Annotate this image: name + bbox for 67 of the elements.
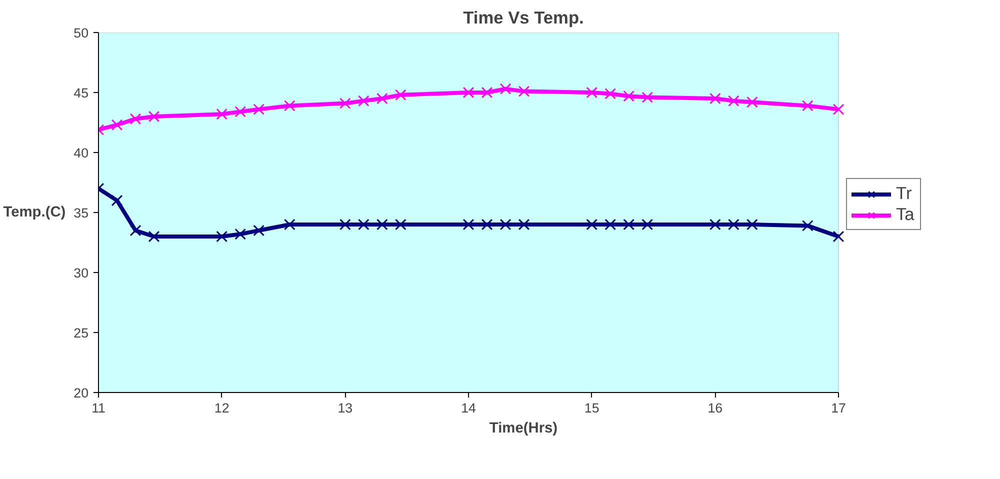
point [339, 218, 351, 230]
point [394, 89, 406, 101]
point [500, 83, 512, 95]
point [376, 92, 388, 104]
point [832, 230, 844, 242]
point [518, 218, 530, 230]
point [586, 218, 598, 230]
point [728, 95, 740, 107]
y-tick-label: 20 [74, 386, 89, 400]
point [623, 218, 635, 230]
point [253, 224, 265, 236]
point [604, 218, 616, 230]
legend-label: Tr [896, 183, 913, 204]
point [358, 95, 370, 107]
point [623, 90, 635, 102]
x-tick-label: 12 [214, 400, 230, 416]
point [802, 220, 814, 232]
point [216, 230, 228, 242]
point [802, 100, 814, 112]
point [111, 194, 123, 206]
point [709, 92, 721, 104]
point [358, 218, 370, 230]
point [746, 96, 758, 108]
point [253, 104, 265, 115]
x-tick-label: 17 [831, 400, 846, 416]
point [481, 218, 493, 230]
point [832, 104, 844, 115]
point [234, 106, 246, 118]
point [746, 218, 758, 230]
y-tick-label: 45 [74, 86, 89, 100]
point [130, 113, 142, 125]
point [604, 88, 616, 100]
x-tick-label: 16 [708, 400, 723, 416]
x-tick-label: 14 [461, 400, 476, 416]
point [234, 228, 246, 240]
legend-label: Ta [896, 204, 916, 225]
x-axis-title: Time(Hrs) [489, 420, 558, 436]
point [394, 218, 406, 230]
point [462, 218, 474, 230]
point [376, 218, 388, 230]
point [130, 224, 142, 236]
y-tick-label: 35 [74, 206, 89, 220]
chart-title: Time Vs Temp. [463, 8, 584, 28]
point [111, 119, 123, 131]
y-tick-label: 40 [74, 146, 89, 160]
point [586, 86, 598, 98]
point [462, 86, 474, 98]
point [481, 86, 493, 98]
point [216, 108, 228, 120]
y-axis-title: Temp.(C) [3, 204, 66, 220]
point [642, 218, 654, 230]
y-tick-label: 50 [74, 26, 89, 40]
point [284, 218, 296, 230]
point [148, 110, 160, 122]
point [500, 218, 512, 230]
point [518, 86, 530, 97]
x-tick-label: 15 [584, 400, 600, 416]
point [284, 100, 296, 112]
y-tick-label: 25 [74, 326, 89, 340]
x-tick-label: 11 [92, 400, 106, 416]
point [642, 92, 654, 103]
point [339, 98, 351, 109]
point [728, 218, 740, 230]
x-tick-label: 13 [338, 400, 353, 416]
y-tick-label: 30 [74, 266, 89, 280]
point [148, 230, 160, 242]
point [709, 218, 721, 230]
